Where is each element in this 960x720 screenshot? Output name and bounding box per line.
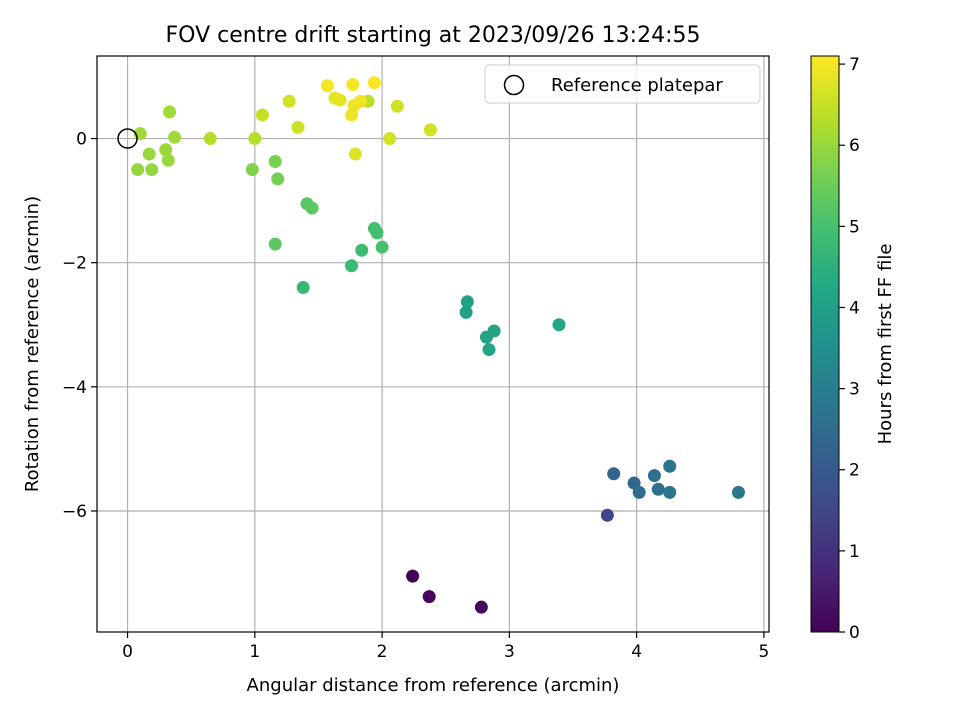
reference-marker-group <box>117 128 138 149</box>
scatter-point <box>482 343 496 357</box>
scatter-point <box>145 163 159 177</box>
x-tick-label: 3 <box>504 642 515 662</box>
scatter-point <box>663 459 677 473</box>
colorbar-tick-label: 3 <box>849 380 860 400</box>
scatter-point <box>248 132 262 146</box>
legend-marker-icon <box>503 74 525 96</box>
scatter-point <box>383 132 397 146</box>
scatter-point <box>355 243 369 257</box>
x-tick-label: 5 <box>758 642 769 662</box>
scatter-point <box>296 281 310 295</box>
y-tick-label: −2 <box>62 254 87 274</box>
reference-platepar-marker <box>117 128 138 149</box>
scatter-point <box>647 469 661 483</box>
legend-label: Reference platepar <box>551 75 723 96</box>
scatter-point <box>203 132 217 146</box>
x-tick-label: 0 <box>122 642 133 662</box>
scatter-point <box>333 93 347 107</box>
legend-box <box>484 64 761 104</box>
scatter-point <box>163 105 177 119</box>
scatter-point <box>460 295 474 309</box>
scatter-point <box>459 305 473 319</box>
scatter-point <box>348 147 362 161</box>
scatter-point <box>245 163 259 177</box>
scatter-point <box>268 237 282 251</box>
scatter-point <box>131 163 145 177</box>
scatter-point <box>367 76 381 90</box>
scatter-point <box>268 155 282 169</box>
scatter-point <box>142 147 156 161</box>
scatter-point <box>346 78 360 92</box>
scatter-point <box>731 485 745 499</box>
colorbar: 0 1 2 3 4 5 6 7 Hours from first FF file <box>810 55 896 643</box>
x-tick-label: 4 <box>631 642 642 662</box>
scatter-point <box>168 130 182 144</box>
scatter-point <box>422 590 436 604</box>
scatter-point <box>305 201 319 215</box>
colorbar-tick-label: 0 <box>849 623 860 643</box>
scatter-point <box>353 94 367 108</box>
colorbar-tick-label: 4 <box>849 298 860 318</box>
scatter-point <box>406 569 420 583</box>
scatter-point <box>487 324 501 338</box>
scatter-point <box>320 79 334 93</box>
plot-frame <box>96 55 770 633</box>
legend: Reference platepar <box>484 64 761 104</box>
colorbar-bar <box>810 55 840 633</box>
colorbar-label: Hours from first FF file <box>875 244 896 445</box>
scatter-point <box>632 485 646 499</box>
y-axis-ticks: −6 −4 −2 0 <box>62 130 97 522</box>
scatter-point <box>271 172 285 186</box>
colorbar-tick-label: 7 <box>849 55 860 75</box>
scatter-point <box>651 482 665 496</box>
scatter-point <box>370 226 384 240</box>
x-tick-label: 2 <box>377 642 388 662</box>
colorbar-tick-label: 5 <box>849 217 860 237</box>
colorbar-tick-label: 1 <box>849 542 860 562</box>
colorbar-tick-label: 6 <box>849 136 860 156</box>
scatter-point <box>345 259 359 273</box>
scatter-point <box>423 123 437 137</box>
scatter-points <box>131 76 745 614</box>
y-tick-label: −4 <box>62 378 87 398</box>
x-axis-ticks: 0 1 2 3 4 5 <box>122 632 769 662</box>
chart-title: FOV centre drift starting at 2023/09/26 … <box>166 23 701 48</box>
scatter-point <box>552 318 566 332</box>
scatter-point <box>255 108 269 122</box>
y-axis-label: Rotation from reference (arcmin) <box>22 196 43 492</box>
x-axis-label: Angular distance from reference (arcmin) <box>247 675 620 696</box>
y-tick-label: −6 <box>62 502 87 522</box>
scatter-point <box>159 143 173 157</box>
scatter-point <box>607 467 621 481</box>
x-tick-label: 1 <box>249 642 260 662</box>
scatter-point <box>282 94 296 108</box>
colorbar-ticks: 0 1 2 3 4 5 6 7 <box>839 55 860 643</box>
grid <box>97 56 769 632</box>
scatter-point <box>375 240 389 254</box>
y-tick-label: 0 <box>76 130 87 150</box>
scatter-point <box>663 485 677 499</box>
colorbar-tick-label: 2 <box>849 461 860 481</box>
scatter-point <box>390 99 404 113</box>
scatter-point <box>291 120 305 134</box>
scatter-point <box>600 508 614 522</box>
scatter-point <box>161 153 175 167</box>
scatter-point <box>474 600 488 614</box>
